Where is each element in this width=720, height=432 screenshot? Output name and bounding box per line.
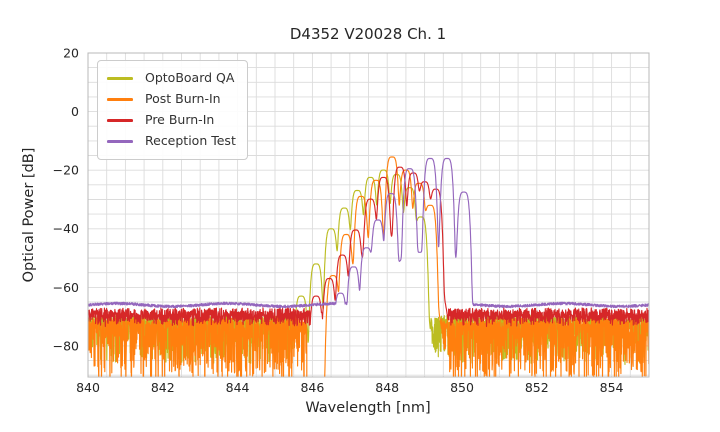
x-tick-label-842: 842 (151, 380, 175, 395)
x-tick-label-846: 846 (300, 380, 324, 395)
y-tick-label--20: −20 (53, 163, 79, 178)
legend-item-pre-burn-in: Pre Burn-In (107, 110, 237, 131)
y-tick-label--40: −40 (53, 221, 79, 236)
y-tick-label-0: 0 (71, 104, 79, 119)
legend-swatch-post-burn-in (107, 98, 133, 101)
legend-swatch-optoboard-qa (107, 77, 133, 80)
x-tick-label-848: 848 (375, 380, 399, 395)
x-tick-label-840: 840 (76, 380, 100, 395)
y-tick-label-20: 20 (63, 45, 79, 60)
series-line-pre-burn-in (88, 166, 649, 328)
x-axis-tick-labels: 840 842 844 846 848 850 852 854 (76, 380, 624, 395)
plot-border (87, 52, 650, 378)
legend-item-reception-test: Reception Test (107, 131, 237, 152)
legend-swatch-pre-burn-in (107, 119, 133, 122)
chart-title: D4352 V20028 Ch. 1 (290, 25, 446, 43)
legend: OptoBoard QA Post Burn-In Pre Burn-In Re… (97, 60, 248, 160)
x-tick-label-850: 850 (450, 380, 474, 395)
series-line-reception-test (88, 157, 649, 309)
legend-label-reception-test: Reception Test (145, 133, 236, 149)
x-tick-label-852: 852 (525, 380, 549, 395)
legend-item-post-burn-in: Post Burn-In (107, 89, 237, 110)
y-tick-label--60: −60 (53, 280, 79, 295)
legend-label-post-burn-in: Post Burn-In (145, 91, 221, 107)
legend-label-optoboard-qa: OptoBoard QA (145, 70, 235, 86)
x-axis-label: Wavelength [nm] (305, 400, 430, 416)
y-tick-label--80: −80 (53, 338, 79, 353)
y-axis-label: Optical Power [dB] (21, 148, 37, 283)
x-tick-label-844: 844 (226, 380, 250, 395)
y-axis-tick-labels: 20 0 −20 −40 −60 −80 (53, 45, 79, 353)
legend-swatch-reception-test (107, 140, 133, 143)
series-line-post-burn-in (88, 156, 649, 377)
legend-label-pre-burn-in: Pre Burn-In (145, 112, 215, 128)
legend-item-optoboard-qa: OptoBoard QA (107, 68, 237, 89)
series-lines (88, 156, 649, 377)
x-tick-label-854: 854 (600, 380, 624, 395)
